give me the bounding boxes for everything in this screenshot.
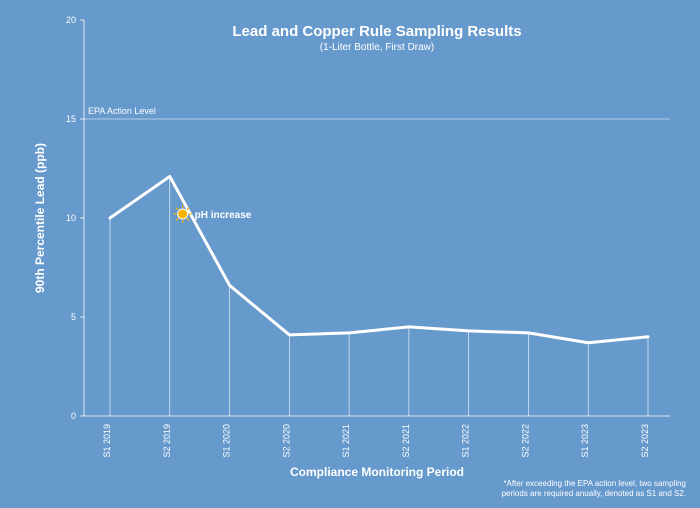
lead-copper-chart: Lead and Copper Rule Sampling Results (1-… bbox=[0, 0, 700, 508]
x-tick-label: S1 2022 bbox=[461, 424, 471, 458]
x-axis-label: Compliance Monitoring Period bbox=[290, 465, 464, 479]
chart-title: Lead and Copper Rule Sampling Results bbox=[232, 23, 521, 40]
y-axis-label: 90th Percentile Lead (ppb) bbox=[33, 143, 47, 293]
footnote: *After exceeding the EPA action level, t… bbox=[502, 479, 686, 498]
ph-increase-label: pH increase bbox=[195, 210, 252, 221]
x-tick-label: S2 2020 bbox=[281, 424, 291, 458]
y-tick-label: 5 bbox=[71, 312, 76, 322]
x-tick-label: S2 2023 bbox=[640, 424, 650, 458]
y-tick-label: 15 bbox=[66, 114, 76, 124]
x-tick-label: S2 2019 bbox=[162, 424, 172, 458]
y-tick-label: 0 bbox=[71, 411, 76, 421]
x-tick-label: S2 2022 bbox=[520, 424, 530, 458]
x-tick-label: S1 2021 bbox=[341, 424, 351, 458]
x-tick-label: S2 2021 bbox=[401, 424, 411, 458]
x-tick-label: S1 2023 bbox=[580, 424, 590, 458]
epa-action-level-label: EPA Action Level bbox=[88, 106, 156, 116]
x-tick-label: S1 2020 bbox=[222, 424, 232, 458]
y-tick-label: 10 bbox=[66, 213, 76, 223]
chart-subtitle: (1-Liter Bottle, First Draw) bbox=[320, 42, 434, 53]
y-tick-label: 20 bbox=[66, 15, 76, 25]
x-tick-label: S1 2019 bbox=[102, 424, 112, 458]
chart-svg: Lead and Copper Rule Sampling Results (1-… bbox=[0, 0, 700, 508]
ph-increase-marker bbox=[178, 209, 188, 219]
